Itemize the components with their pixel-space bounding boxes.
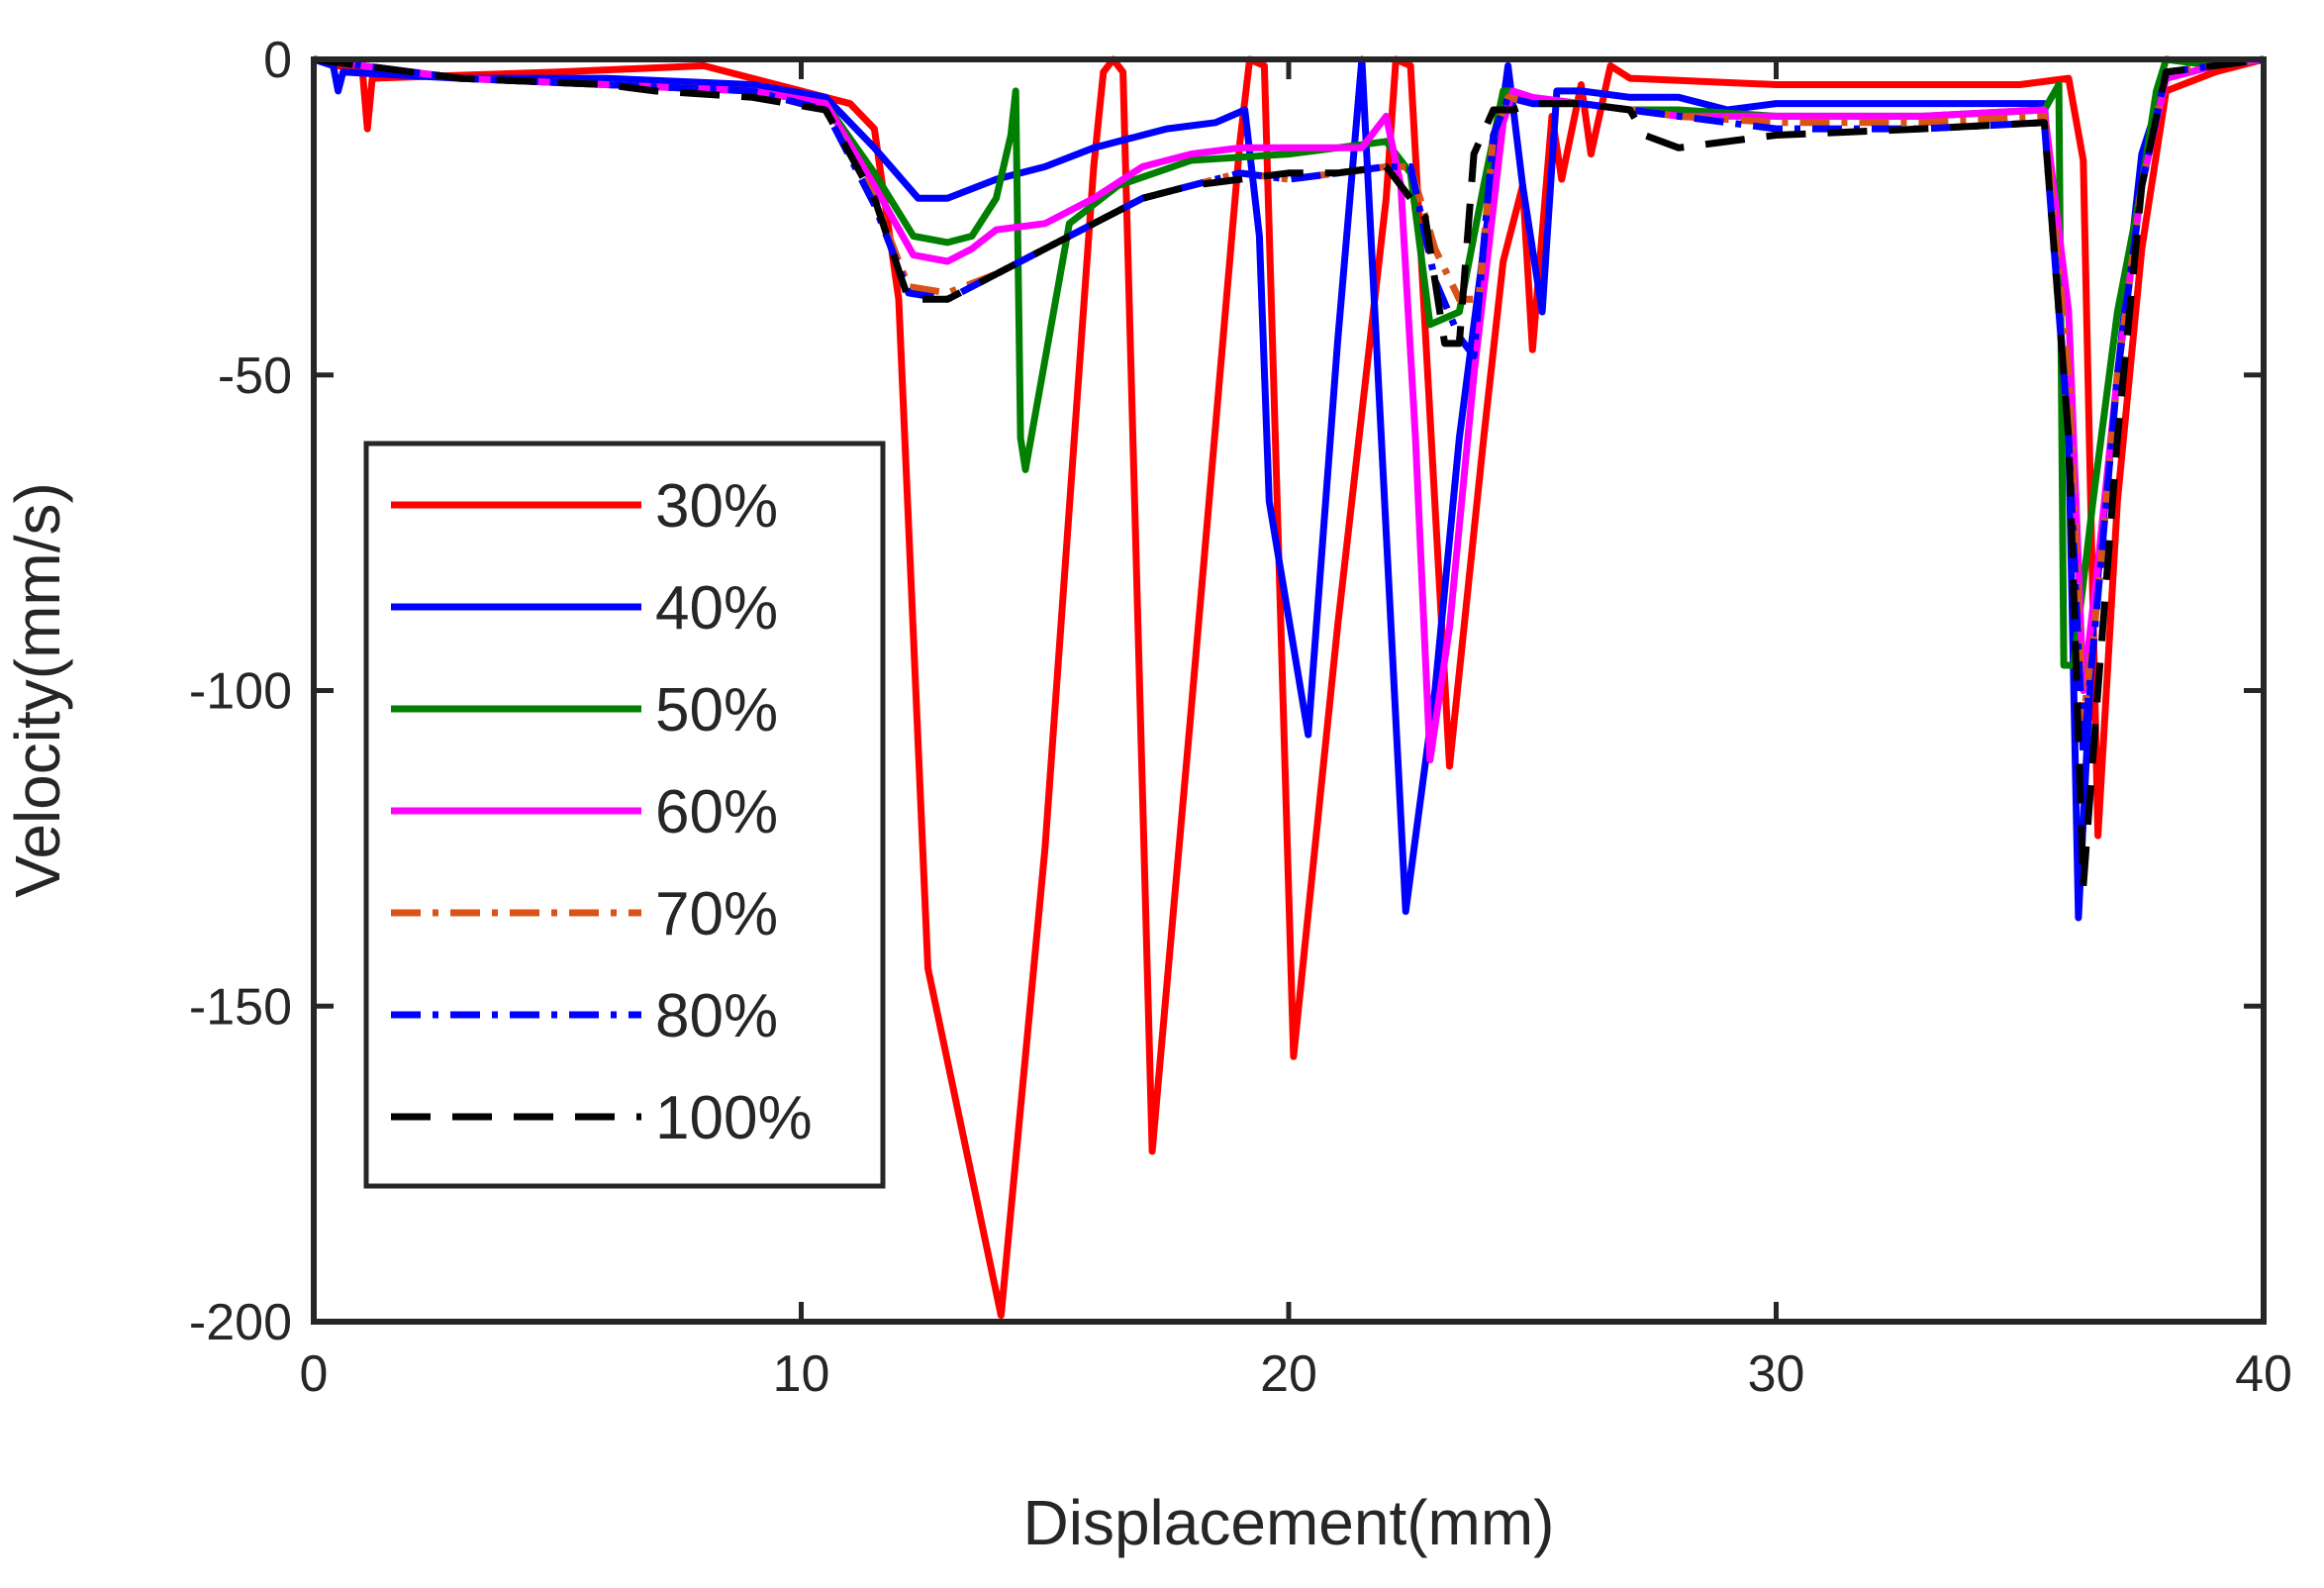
x-tick-label-0: 0 bbox=[300, 1345, 329, 1403]
legend: 30% 40% 50% 60% 70% 80% 100% bbox=[363, 441, 886, 1189]
legend-label-50pct: 50% bbox=[655, 676, 778, 744]
legend-entries: 30% 40% 50% 60% 70% 80% 100% bbox=[391, 472, 813, 1152]
y-tick-label-0: 0 bbox=[263, 32, 292, 89]
series-line-60pct bbox=[314, 55, 2264, 764]
y-axis-label: Velocity(mm/s) bbox=[2, 482, 73, 898]
plot-lines bbox=[314, 55, 2264, 1320]
legend-label-80pct: 80% bbox=[655, 982, 778, 1050]
axis-ticks bbox=[311, 56, 2267, 1325]
x-tick-label-4: 40 bbox=[2235, 1345, 2292, 1403]
legend-box bbox=[363, 441, 886, 1189]
y-tick-label-2: -100 bbox=[189, 663, 292, 721]
x-axis-label: Displacement(mm) bbox=[1023, 1487, 1555, 1558]
tick-labels: 0 10 20 30 40 0 -50 -100 -150 -200 bbox=[189, 32, 2292, 1403]
legend-label-100pct: 100% bbox=[655, 1084, 813, 1152]
y-tick-label-1: -50 bbox=[218, 347, 292, 405]
legend-label-70pct: 70% bbox=[655, 880, 778, 948]
series-line-80pct bbox=[314, 55, 2264, 757]
x-tick-label-1: 10 bbox=[773, 1345, 830, 1403]
legend-label-40pct: 40% bbox=[655, 574, 778, 643]
y-tick-label-4: -200 bbox=[189, 1294, 292, 1351]
legend-label-60pct: 60% bbox=[655, 778, 778, 846]
legend-label-30pct: 30% bbox=[655, 472, 778, 541]
x-tick-label-3: 30 bbox=[1748, 1345, 1805, 1403]
series-line-30pct bbox=[314, 55, 2264, 1320]
y-tick-label-3: -150 bbox=[189, 978, 292, 1036]
x-tick-label-2: 20 bbox=[1260, 1345, 1317, 1403]
series-line-100pct bbox=[314, 55, 2264, 890]
